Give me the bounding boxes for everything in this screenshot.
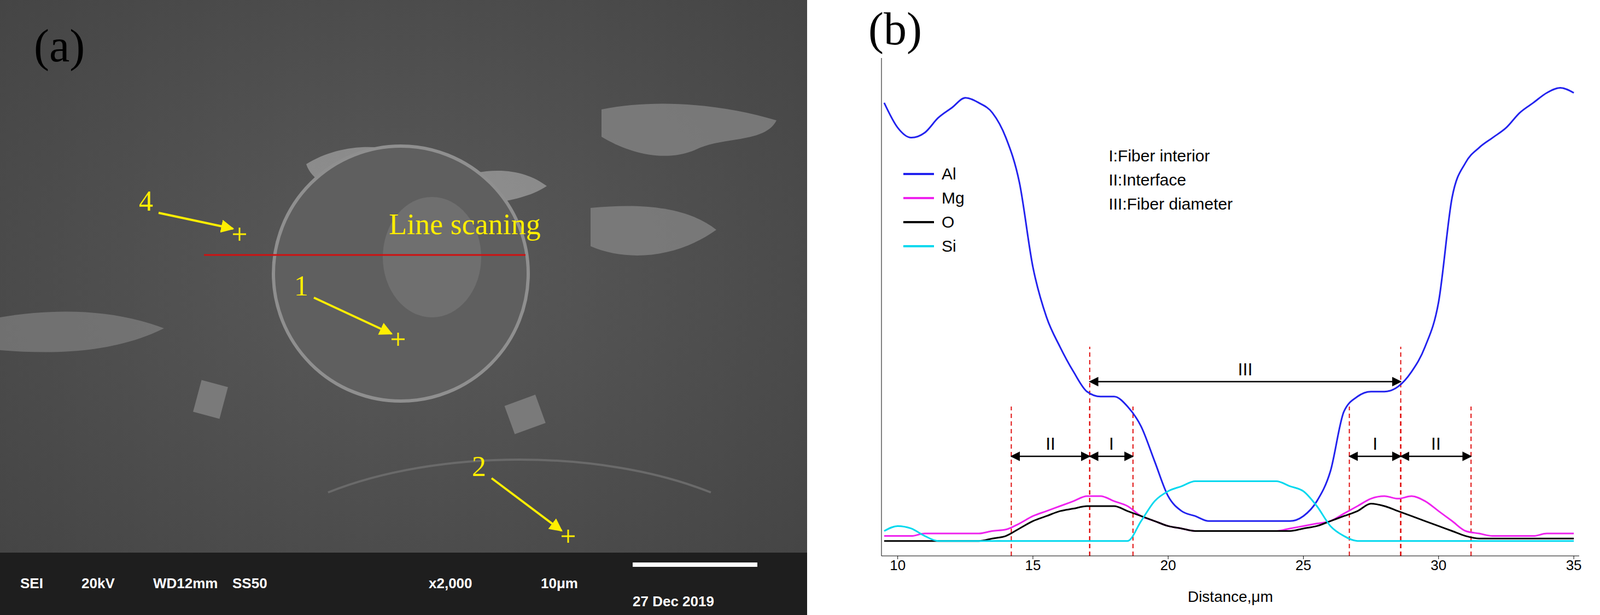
svg-text:x2,000: x2,000	[428, 574, 473, 592]
html-text:O: O	[941, 212, 955, 231]
svg-text:2: 2	[471, 450, 487, 482]
svg-text:20kV: 20kV	[81, 574, 115, 592]
svg-text:Line scaning: Line scaning	[388, 207, 541, 241]
svg-text:35: 35	[1566, 556, 1582, 574]
svg-text:1: 1	[294, 270, 309, 302]
svg-text:SEI: SEI	[20, 574, 44, 592]
html-text:Mg: Mg	[941, 188, 965, 207]
html-text:II:Interface: II:Interface	[1108, 170, 1187, 189]
svg-text:27 Dec 2019: 27 Dec 2019	[632, 592, 715, 610]
svg-text:15: 15	[1025, 556, 1042, 574]
svg-text:10μm: 10μm	[540, 574, 578, 592]
svg-text:25: 25	[1295, 556, 1312, 574]
svg-text:I: I	[1108, 433, 1114, 454]
svg-text:(a): (a)	[33, 20, 85, 72]
svg-text:III: III	[1238, 359, 1253, 379]
svg-text:I: I	[1372, 433, 1378, 454]
svg-text:10: 10	[889, 556, 906, 574]
svg-text:WD12mm: WD12mm	[153, 574, 218, 592]
html-text:I:Fiber interior: I:Fiber interior	[1108, 146, 1210, 165]
svg-text:II: II	[1045, 433, 1056, 454]
svg-text:20: 20	[1160, 556, 1177, 574]
svg-text:30: 30	[1430, 556, 1447, 574]
svg-text:II: II	[1431, 433, 1441, 454]
svg-text:4: 4	[138, 185, 154, 217]
svg-text:Distance,μm: Distance,μm	[1187, 587, 1274, 605]
html-text:Si: Si	[941, 236, 957, 255]
html-text:(b): (b)	[868, 3, 922, 55]
svg-text:SS50: SS50	[232, 574, 268, 592]
html-text:Al: Al	[941, 164, 957, 183]
html-text:III:Fiber diameter: III:Fiber diameter	[1108, 194, 1233, 213]
